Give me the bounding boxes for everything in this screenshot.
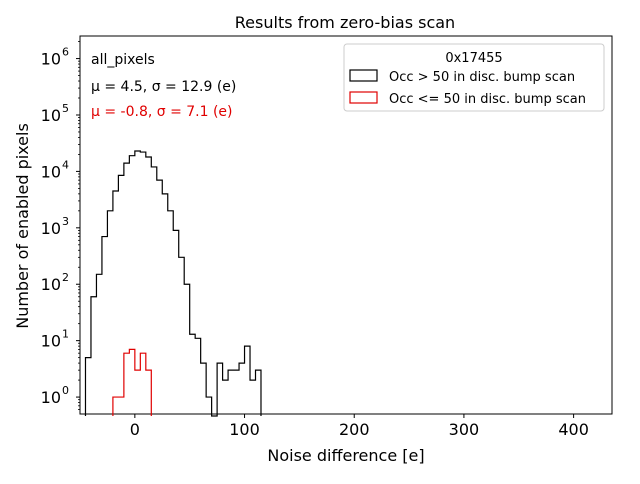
x-axis-label: Noise difference [e] — [267, 446, 424, 465]
y-tick-exponent-0: 0 — [62, 384, 69, 397]
y-tick-exponent-6: 6 — [62, 46, 69, 59]
axes-frame — [79, 35, 613, 415]
x-axis: 0 100 200 300 400 — [130, 414, 589, 439]
y-axis-label: Number of enabled pixels — [13, 123, 32, 329]
legend-swatch-red — [349, 91, 378, 104]
x-tick-label-4: 400 — [558, 420, 589, 439]
y-tick-label-4: 10 — [41, 162, 61, 181]
histogram-series-0 — [84, 150, 262, 417]
y-tick-exponent-3: 3 — [62, 215, 69, 228]
y-tick-exponent-1: 1 — [62, 328, 69, 341]
y-tick-label-3: 10 — [41, 219, 61, 238]
y-tick-label-0: 10 — [41, 388, 61, 407]
chart-title: Results from zero-bias scan — [235, 13, 455, 32]
legend-entry-black: Occ > 50 in disc. bump scan — [389, 70, 575, 85]
legend-entry-red: Occ <= 50 in disc. bump scan — [389, 92, 586, 107]
y-tick-label-6: 10 — [41, 50, 61, 69]
annotation-stats-red: μ = -0.8, σ = 7.1 (e) — [91, 104, 233, 120]
x-tick-label-3: 300 — [449, 420, 480, 439]
y-tick-label-2: 10 — [41, 275, 61, 294]
y-tick-exponent-5: 5 — [62, 102, 69, 115]
y-tick-exponent-2: 2 — [62, 271, 69, 284]
legend-swatch-black — [349, 69, 378, 82]
x-tick-label-0: 0 — [130, 420, 140, 439]
legend-box — [343, 43, 605, 112]
x-tick-label-1: 100 — [229, 420, 260, 439]
y-tick-exponent-4: 4 — [62, 158, 69, 171]
y-tick-label-5: 10 — [41, 106, 61, 125]
histogram-series-1 — [112, 348, 152, 416]
legend-title: 0x17455 — [445, 51, 502, 66]
annotation-label: all_pixels — [91, 52, 155, 68]
annotation-stats-black: μ = 4.5, σ = 12.9 (e) — [91, 79, 236, 95]
x-tick-label-2: 200 — [339, 420, 370, 439]
y-tick-label-1: 10 — [41, 332, 61, 351]
legend: 0x17455 Occ > 50 in disc. bump scan Occ … — [343, 43, 605, 112]
histogram-bars — [84, 150, 262, 417]
